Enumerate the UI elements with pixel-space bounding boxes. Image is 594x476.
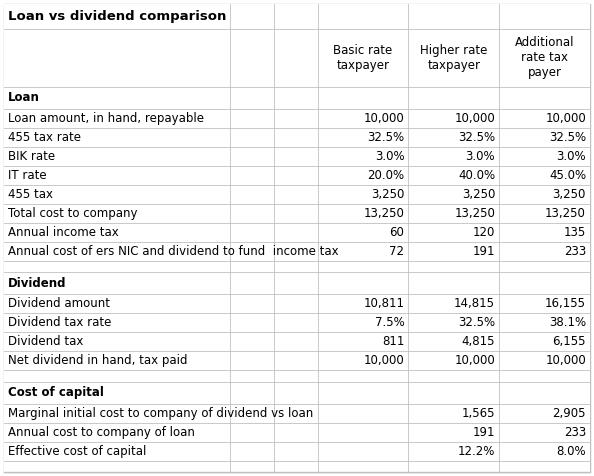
Bar	[4, 332, 590, 351]
Bar	[4, 461, 590, 472]
Text: Annual cost to company of loan: Annual cost to company of loan	[8, 426, 195, 439]
Text: 4,815: 4,815	[462, 336, 495, 348]
Text: 455 tax rate: 455 tax rate	[8, 131, 81, 144]
Text: 32.5%: 32.5%	[458, 317, 495, 329]
Bar	[4, 128, 590, 147]
Bar	[4, 313, 590, 332]
Bar	[4, 294, 590, 313]
Text: 7.5%: 7.5%	[375, 317, 405, 329]
Text: Dividend tax rate: Dividend tax rate	[8, 317, 112, 329]
Text: 10,000: 10,000	[545, 112, 586, 125]
Text: 32.5%: 32.5%	[549, 131, 586, 144]
Bar	[4, 109, 590, 128]
Text: BIK rate: BIK rate	[8, 150, 55, 163]
Text: 16,155: 16,155	[545, 298, 586, 310]
Bar	[4, 370, 590, 382]
Text: 20.0%: 20.0%	[367, 169, 405, 182]
Bar	[4, 185, 590, 204]
Text: 233: 233	[564, 426, 586, 439]
Text: 72: 72	[389, 245, 405, 258]
Text: 13,250: 13,250	[364, 207, 405, 220]
Text: 135: 135	[564, 226, 586, 239]
Text: 8.0%: 8.0%	[557, 445, 586, 458]
Text: Dividend: Dividend	[8, 277, 67, 290]
Text: 60: 60	[390, 226, 405, 239]
Text: 3.0%: 3.0%	[375, 150, 405, 163]
Text: Total cost to company: Total cost to company	[8, 207, 137, 220]
Bar	[4, 242, 590, 261]
Text: 45.0%: 45.0%	[549, 169, 586, 182]
Text: 455 tax: 455 tax	[8, 188, 53, 201]
Text: 1,565: 1,565	[462, 407, 495, 420]
Text: 14,815: 14,815	[454, 298, 495, 310]
Text: 38.1%: 38.1%	[549, 317, 586, 329]
Text: Loan amount, in hand, repayable: Loan amount, in hand, repayable	[8, 112, 204, 125]
Text: 3,250: 3,250	[462, 188, 495, 201]
Bar	[4, 404, 590, 423]
Text: Additional
rate tax
payer: Additional rate tax payer	[515, 36, 574, 79]
Text: 32.5%: 32.5%	[367, 131, 405, 144]
Text: 2,905: 2,905	[552, 407, 586, 420]
Text: 10,000: 10,000	[364, 354, 405, 367]
Text: 3.0%: 3.0%	[466, 150, 495, 163]
Text: 811: 811	[382, 336, 405, 348]
Text: Annual cost of ers NIC and dividend to fund  income tax: Annual cost of ers NIC and dividend to f…	[8, 245, 339, 258]
Text: 191: 191	[473, 245, 495, 258]
Text: Dividend tax: Dividend tax	[8, 336, 83, 348]
Text: 13,250: 13,250	[454, 207, 495, 220]
Text: Cost of capital: Cost of capital	[8, 386, 104, 399]
Text: Annual income tax: Annual income tax	[8, 226, 119, 239]
Text: Net dividend in hand, tax paid: Net dividend in hand, tax paid	[8, 354, 188, 367]
Text: 233: 233	[564, 245, 586, 258]
Bar	[4, 166, 590, 185]
Text: 10,000: 10,000	[545, 354, 586, 367]
Text: Higher rate
taxpayer: Higher rate taxpayer	[420, 44, 488, 71]
Text: 120: 120	[473, 226, 495, 239]
Text: 40.0%: 40.0%	[458, 169, 495, 182]
Bar	[4, 223, 590, 242]
Text: 32.5%: 32.5%	[458, 131, 495, 144]
Bar	[4, 442, 590, 461]
Text: Dividend amount: Dividend amount	[8, 298, 110, 310]
Bar	[4, 382, 590, 404]
Bar	[4, 29, 590, 87]
Text: 6,155: 6,155	[552, 336, 586, 348]
Bar	[4, 351, 590, 370]
Text: Basic rate
taxpayer: Basic rate taxpayer	[333, 44, 393, 71]
Text: 12.2%: 12.2%	[458, 445, 495, 458]
Bar	[4, 4, 590, 29]
Text: 3,250: 3,250	[371, 188, 405, 201]
Text: 10,000: 10,000	[454, 354, 495, 367]
Text: Marginal initial cost to company of dividend vs loan: Marginal initial cost to company of divi…	[8, 407, 313, 420]
Text: 191: 191	[473, 426, 495, 439]
Bar	[4, 204, 590, 223]
Text: 3.0%: 3.0%	[557, 150, 586, 163]
Text: Loan vs dividend comparison: Loan vs dividend comparison	[8, 10, 226, 23]
Bar	[4, 423, 590, 442]
Text: 10,000: 10,000	[454, 112, 495, 125]
Text: 10,000: 10,000	[364, 112, 405, 125]
Bar	[4, 147, 590, 166]
Text: Loan: Loan	[8, 91, 40, 104]
Bar	[4, 87, 590, 109]
Text: 3,250: 3,250	[552, 188, 586, 201]
Bar	[4, 261, 590, 272]
Text: Effective cost of capital: Effective cost of capital	[8, 445, 146, 458]
Bar	[4, 272, 590, 294]
Text: IT rate: IT rate	[8, 169, 46, 182]
Text: 10,811: 10,811	[364, 298, 405, 310]
Text: 13,250: 13,250	[545, 207, 586, 220]
